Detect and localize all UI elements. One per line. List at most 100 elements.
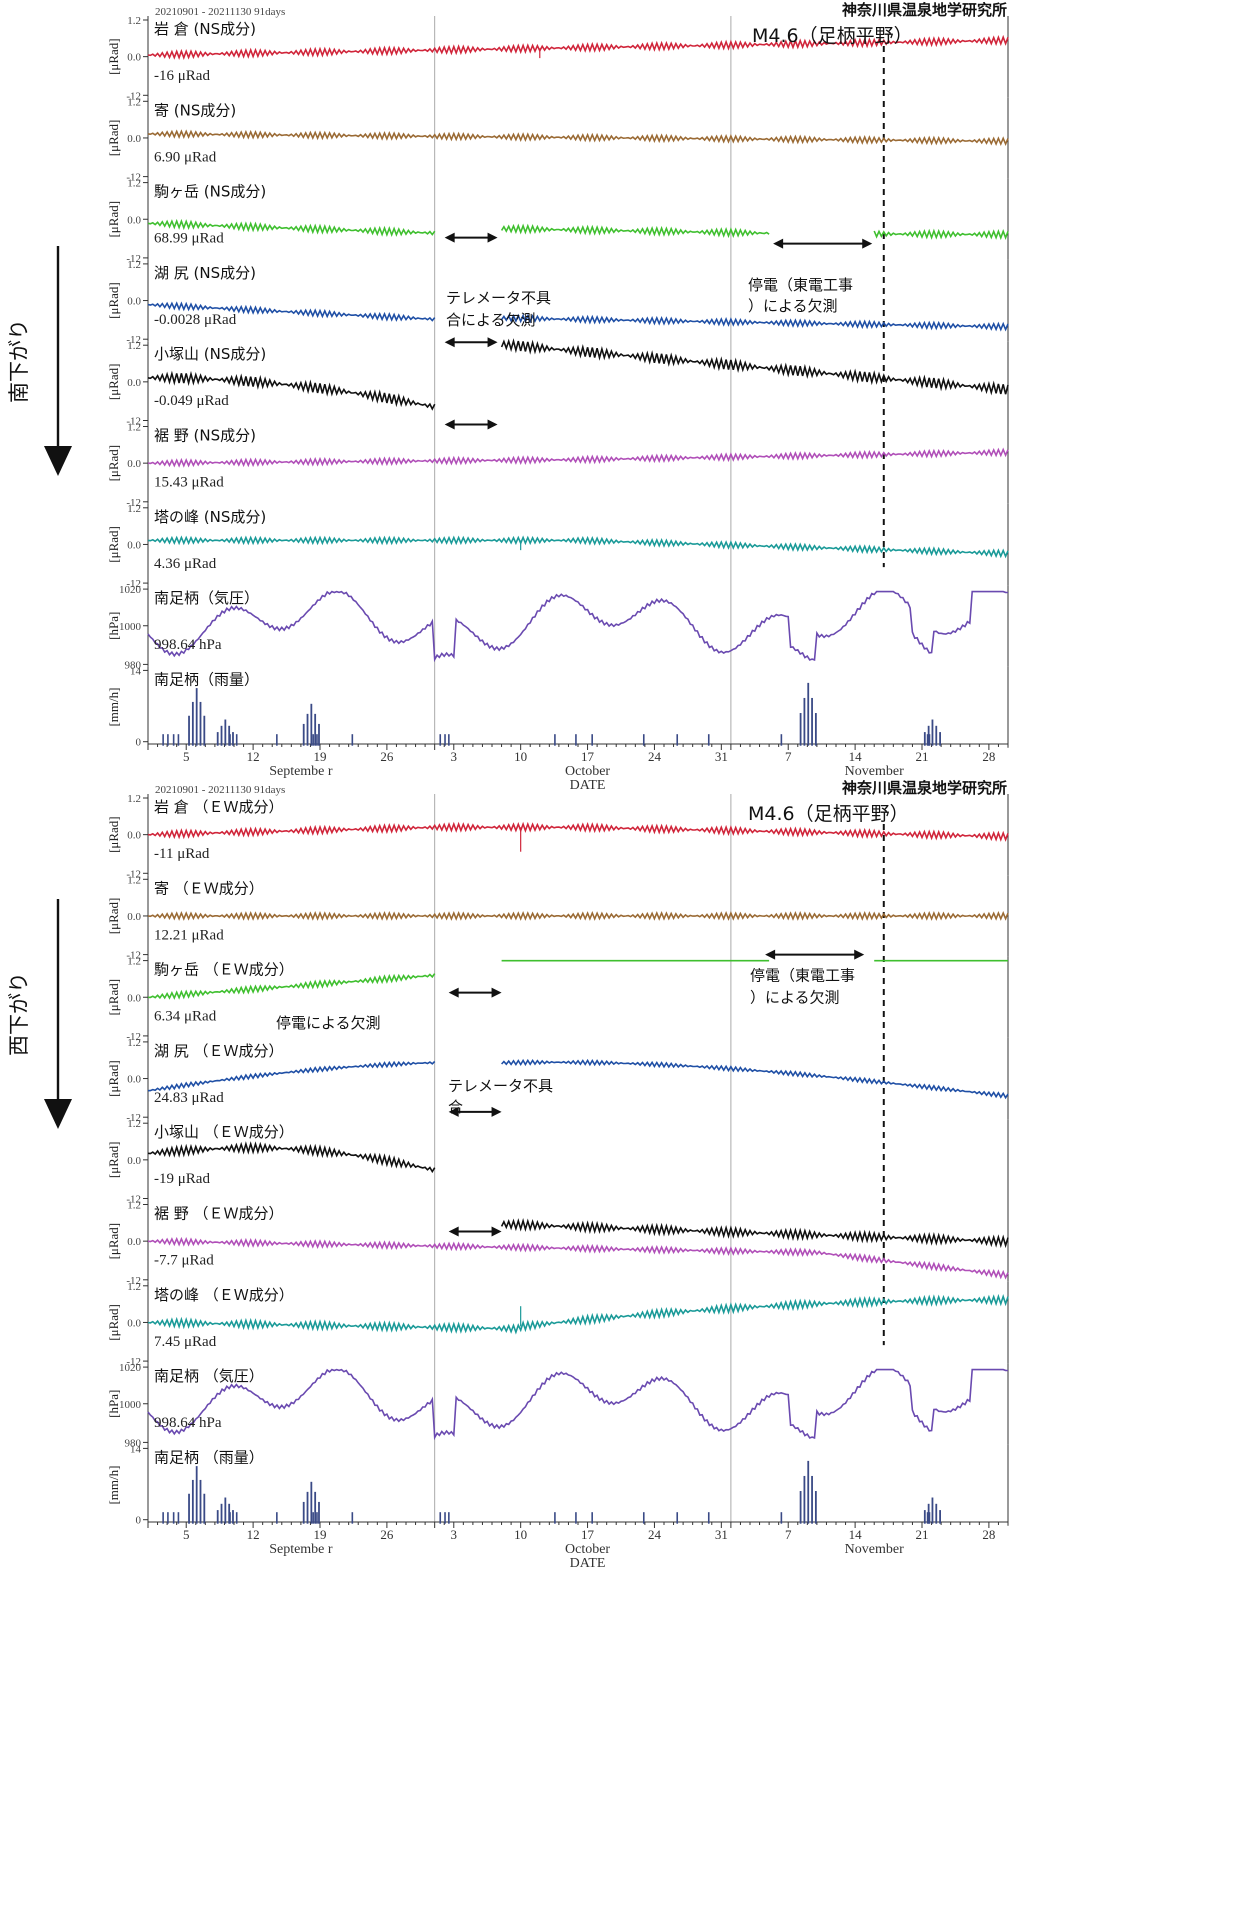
rain-bar <box>232 1510 234 1524</box>
rain-bar <box>232 732 234 746</box>
rain-bar <box>814 713 817 746</box>
y-unit-label: [μRad] <box>106 1142 121 1179</box>
rain-bar <box>807 682 810 746</box>
annotation-text: 停電による欠測 <box>276 1014 381 1032</box>
rain-bar <box>203 1493 206 1524</box>
y-tick-label: -12 <box>126 1275 141 1287</box>
y-tick-label: 1000 <box>119 621 142 633</box>
rain-bar <box>172 1512 175 1524</box>
y-tick-label: 0.0 <box>127 1236 141 1248</box>
x-tick-label: 26 <box>380 1527 394 1542</box>
rain-bar <box>439 734 442 746</box>
panel-label: 寄 （ＥＷ成分） <box>154 879 264 897</box>
outage-gap-arrow-head-right <box>862 238 873 249</box>
y-tick-label: 14 <box>130 665 142 677</box>
rain-bar <box>228 725 231 746</box>
series-line <box>147 959 1008 1000</box>
pressure-line <box>147 1368 1009 1441</box>
annotation-text: 停電（東電工事 <box>750 967 855 985</box>
rain-bar <box>780 734 783 746</box>
institute-name: 神奈川県温泉地学研究所 <box>842 1 1007 19</box>
rain-bar <box>803 1475 806 1524</box>
rain-bar <box>923 732 926 746</box>
y-tick-label: -12 <box>126 497 141 509</box>
rain-bar <box>188 715 190 746</box>
x-tick-label: 26 <box>380 749 394 764</box>
rain-bar <box>306 713 309 746</box>
rain-bar <box>814 1491 817 1524</box>
y-tick-label: -12 <box>126 1031 141 1043</box>
panel-label: 塔の峰 (NS成分) <box>154 508 266 526</box>
x-tick-label: 10 <box>514 1527 527 1542</box>
rain-bar <box>228 1503 231 1524</box>
text-layer: 1.2 0.0 -12 [μRad] 岩 倉 (NS成分) -16 μRad 1.2 0.0 -… <box>7 1 1007 1571</box>
y-tick-label: -12 <box>126 334 141 346</box>
y-tick-label: 14 <box>130 1443 142 1455</box>
panel-value: -0.049 μRad <box>154 393 229 409</box>
series-line <box>147 338 1009 411</box>
series-line <box>147 911 1009 921</box>
annotation-text: テレメータ不具 <box>448 1077 553 1095</box>
y-tick-label: -12 <box>126 868 141 880</box>
telemetry-gap-arrow-head-right <box>487 337 498 348</box>
y-tick-label: 1000 <box>119 1399 142 1411</box>
y-tick-label: -12 <box>126 950 141 962</box>
y-tick-label: 0.0 <box>127 911 141 923</box>
telemetry-gap-arrow-head-left <box>448 987 459 998</box>
series-line <box>147 447 1009 468</box>
rain-bar <box>448 1512 450 1524</box>
y-tick-label: 1.2 <box>127 15 141 27</box>
y-unit-label: [μRad] <box>106 201 121 238</box>
panel-value: 998.64 hPa <box>154 637 222 653</box>
y-unit-label: [μRad] <box>106 38 121 75</box>
x-tick-label: 28 <box>982 1527 995 1542</box>
y-tick-label: 1.2 <box>127 1037 141 1049</box>
rain-bar <box>276 734 278 746</box>
rain-bar <box>310 703 313 746</box>
rain-bar <box>191 701 194 746</box>
y-tick-label: 0 <box>136 737 142 749</box>
rain-bar <box>302 1501 305 1524</box>
rain-bar <box>935 1503 938 1524</box>
rain-bar <box>926 1512 929 1524</box>
rain-bar <box>199 1479 202 1524</box>
panel-value: 24.83 μRad <box>154 1090 224 1106</box>
y-unit-label: [μRad] <box>106 526 121 563</box>
y-unit-label: [μRad] <box>106 364 121 401</box>
y-tick-label: 0.0 <box>127 539 141 551</box>
annotation-text: 合 <box>448 1098 463 1116</box>
y-unit-label: [μRad] <box>106 898 121 935</box>
panel-value: 15.43 μRad <box>154 475 224 491</box>
x-tick-label: 19 <box>314 749 327 764</box>
rain-bar <box>642 734 645 746</box>
rain-bar <box>444 734 446 746</box>
rain-bar <box>439 1512 442 1524</box>
rain-bar <box>162 734 164 746</box>
series-line <box>147 218 1009 241</box>
panel-label: 岩 倉 （ＥＷ成分） <box>154 798 284 816</box>
telemetry-gap-arrow-head-left <box>444 337 455 348</box>
y-tick-label: 1.2 <box>127 874 141 886</box>
rain-bar <box>351 1512 354 1524</box>
rain-bar <box>676 734 679 746</box>
x-tick-label: 5 <box>183 749 190 764</box>
rain-bar <box>935 725 938 746</box>
y-tick-label: -12 <box>126 578 141 590</box>
annotation-text: 合による欠測 <box>446 311 536 329</box>
pressure-line <box>147 590 1009 663</box>
rain-bar <box>642 1512 645 1524</box>
rain-bar <box>220 725 223 746</box>
direction-arrow-head <box>44 446 72 476</box>
series-layer <box>147 34 1009 1524</box>
y-tick-label: 0.0 <box>127 1074 141 1086</box>
rain-bar <box>224 719 227 746</box>
outage-gap-arrow-head-left <box>765 949 776 960</box>
panel-label: 裾 野 (NS成分) <box>154 427 256 445</box>
panel-label: 湖 尻 （ＥＷ成分） <box>154 1042 284 1060</box>
earthquake-label: M4.6（足柄平野） <box>748 803 909 825</box>
y-unit-label: [hPa] <box>106 612 121 640</box>
month-label: October <box>565 1542 610 1557</box>
rain-bar <box>220 1503 223 1524</box>
series-line <box>147 1236 1009 1280</box>
panel-value: -19 μRad <box>154 1171 210 1187</box>
